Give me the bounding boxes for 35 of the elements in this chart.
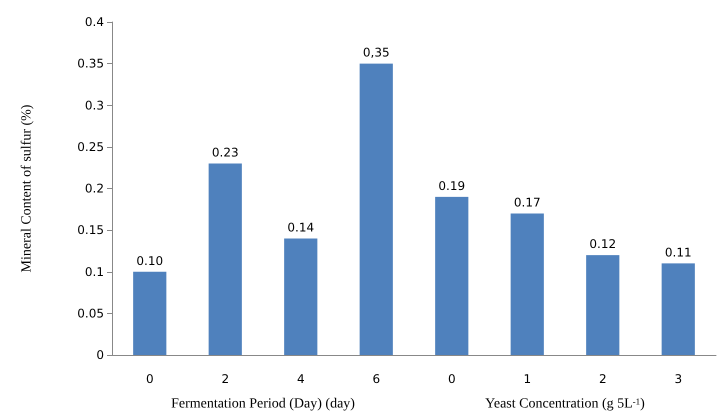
y-tick-label: 0.2	[84, 182, 104, 196]
data-label: 0.12	[589, 237, 616, 252]
y-tick-label: 0.25	[77, 140, 104, 154]
y-tick-label: 0.05	[77, 306, 104, 320]
x-tick-label: 3	[674, 372, 682, 386]
y-axis-title: Mineral Content of sulfur (%)	[20, 104, 34, 272]
x-tick-label: 2	[221, 372, 230, 386]
data-label: 0.23	[212, 146, 239, 160]
y-tick-label: 0.15	[77, 223, 104, 238]
data-label: 0,35	[362, 46, 390, 60]
bar	[360, 64, 393, 355]
x-tick-label: 2	[598, 372, 607, 386]
x-tick-label: 0	[448, 372, 456, 386]
data-label: 0.19	[438, 178, 466, 193]
data-label: 0.10	[136, 254, 164, 268]
y-tick-label: 0.35	[77, 56, 104, 71]
y-tick-label: 0.4	[84, 15, 104, 29]
y-tick-label: 0	[96, 348, 104, 362]
bar	[662, 263, 695, 355]
x-tick-label: 6	[372, 372, 380, 386]
bar	[133, 272, 166, 355]
bar	[435, 196, 468, 355]
data-label: 0.11	[664, 245, 692, 260]
y-tick-label: 0.1	[84, 264, 104, 279]
x-tick-label: 0	[146, 372, 154, 386]
x-tick-label: 4	[296, 372, 305, 386]
bar	[510, 213, 544, 355]
text: Fermentation Period (Day) (day)	[171, 396, 356, 412]
bar	[208, 164, 242, 355]
y-tick-label: 0.3	[84, 98, 104, 112]
bar	[586, 255, 620, 355]
data-label: 0.14	[287, 220, 314, 234]
bar	[284, 238, 318, 355]
x-tick-label: 1	[523, 372, 532, 386]
data-label: 0.17	[514, 195, 541, 210]
